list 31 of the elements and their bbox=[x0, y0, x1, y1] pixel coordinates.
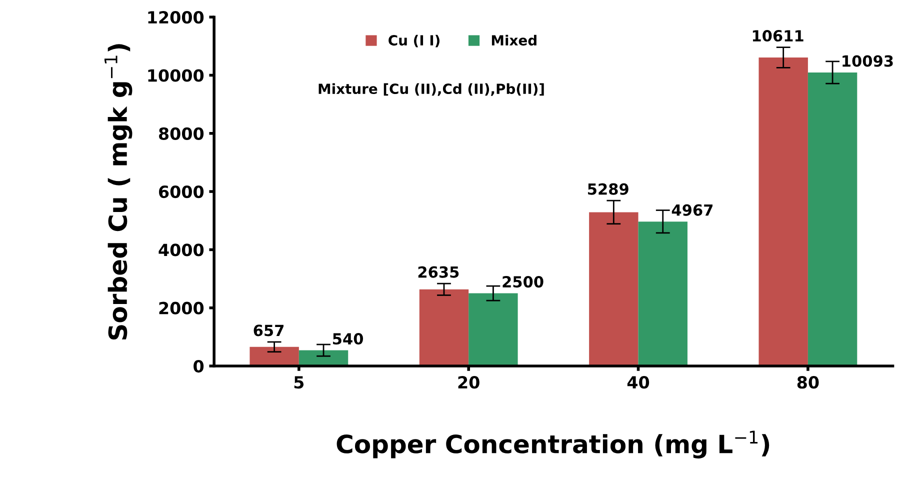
x-tick-label: 80 bbox=[797, 376, 819, 389]
data-label: 540 bbox=[333, 333, 364, 345]
x-axis-title: Copper Concentration (mg L$^{−1}$) bbox=[336, 430, 770, 458]
bar bbox=[638, 222, 688, 366]
legend-label: Cu (I I) bbox=[388, 34, 440, 48]
data-label: 5289 bbox=[588, 183, 628, 195]
x-tick-label: 20 bbox=[458, 376, 480, 389]
bar bbox=[758, 57, 808, 366]
data-label: 2635 bbox=[418, 266, 459, 278]
y-tick-label: 4000 bbox=[158, 244, 204, 256]
y-tick-label: 12000 bbox=[148, 11, 204, 24]
bar bbox=[468, 293, 518, 366]
data-label: 657 bbox=[254, 324, 284, 336]
y-axis-title: Sorbed Cu ( mgk g$^{−1}$) bbox=[104, 44, 132, 340]
y-tick-label: 8000 bbox=[158, 127, 204, 140]
legend-label: Mixed bbox=[492, 34, 536, 46]
y-tick-label: 10000 bbox=[148, 69, 204, 82]
data-label: 4967 bbox=[672, 204, 713, 216]
annotation: Mixture [Cu (II),Cd (II),Pb(II)] bbox=[318, 83, 544, 96]
data-label: 2500 bbox=[502, 276, 544, 288]
y-tick-label: 2000 bbox=[159, 302, 204, 314]
bar bbox=[250, 346, 299, 366]
data-label: 10093 bbox=[842, 55, 893, 67]
y-tick-label: 0 bbox=[194, 360, 204, 373]
x-tick-label: 40 bbox=[627, 376, 650, 389]
bar bbox=[589, 212, 638, 366]
bar bbox=[808, 72, 858, 366]
bar bbox=[419, 289, 469, 366]
y-tick-label: 6000 bbox=[159, 186, 204, 198]
x-tick-label: 5 bbox=[294, 376, 304, 389]
data-label: 10611 bbox=[752, 30, 804, 42]
